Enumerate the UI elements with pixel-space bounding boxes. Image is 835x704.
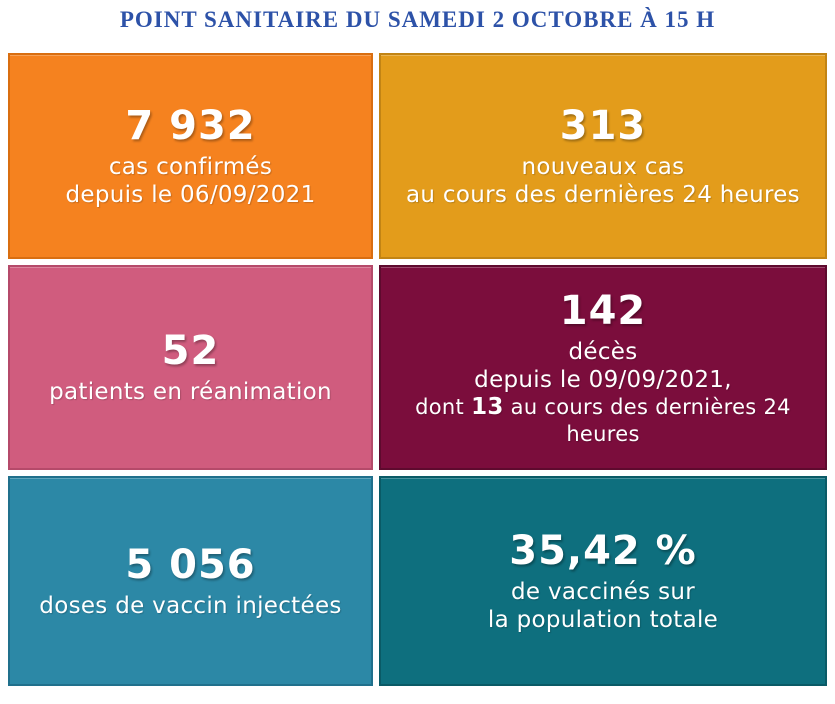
- tile-vaccine-doses: 5 056 doses de vaccin injectées: [8, 476, 373, 686]
- deaths-24h-count: 13: [471, 394, 504, 421]
- vaccine-doses-value: 5 056: [125, 541, 256, 588]
- kpi-grid: 7 932 cas confirmés depuis le 06/09/2021…: [8, 53, 827, 686]
- tile-confirmed-cases: 7 932 cas confirmés depuis le 06/09/2021: [8, 53, 373, 259]
- tile-icu-patients: 52 patients en réanimation: [8, 265, 373, 470]
- deaths-detail-prefix: dont: [415, 395, 472, 420]
- vaccinated-share-label-2: la population totale: [487, 606, 719, 633]
- tile-new-cases: 313 nouveaux cas au cours des dernières …: [379, 53, 827, 259]
- new-cases-value: 313: [559, 102, 647, 149]
- confirmed-cases-label-2: depuis le 06/09/2021: [65, 181, 316, 208]
- confirmed-cases-label-1: cas confirmés: [108, 153, 273, 180]
- tile-deaths: 142 décès depuis le 09/09/2021, dont 13 …: [379, 265, 827, 470]
- new-cases-label-2: au cours des dernières 24 heures: [406, 181, 800, 208]
- vaccinated-share-value: 35,42 %: [509, 527, 697, 574]
- vaccinated-share-label-1: de vaccinés sur: [511, 578, 695, 605]
- vaccine-doses-label-1: doses de vaccin injectées: [39, 592, 342, 619]
- icu-patients-label-1: patients en réanimation: [49, 379, 332, 406]
- deaths-label-1: décès: [568, 339, 638, 366]
- page-title: POINT SANITAIRE DU SAMEDI 2 OCTOBRE À 15…: [119, 7, 716, 32]
- deaths-label-2: depuis le 09/09/2021,: [474, 366, 732, 393]
- deaths-detail-suffix: au cours des dernières 24 heures: [503, 395, 791, 446]
- new-cases-label-1: nouveaux cas: [521, 153, 685, 180]
- icu-patients-value: 52: [161, 328, 220, 375]
- deaths-detail-line: dont 13 au cours des dernières 24 heures: [389, 394, 817, 447]
- tile-vaccinated-share: 35,42 % de vaccinés sur la population to…: [379, 476, 827, 686]
- confirmed-cases-value: 7 932: [125, 102, 256, 149]
- deaths-value: 142: [559, 288, 647, 335]
